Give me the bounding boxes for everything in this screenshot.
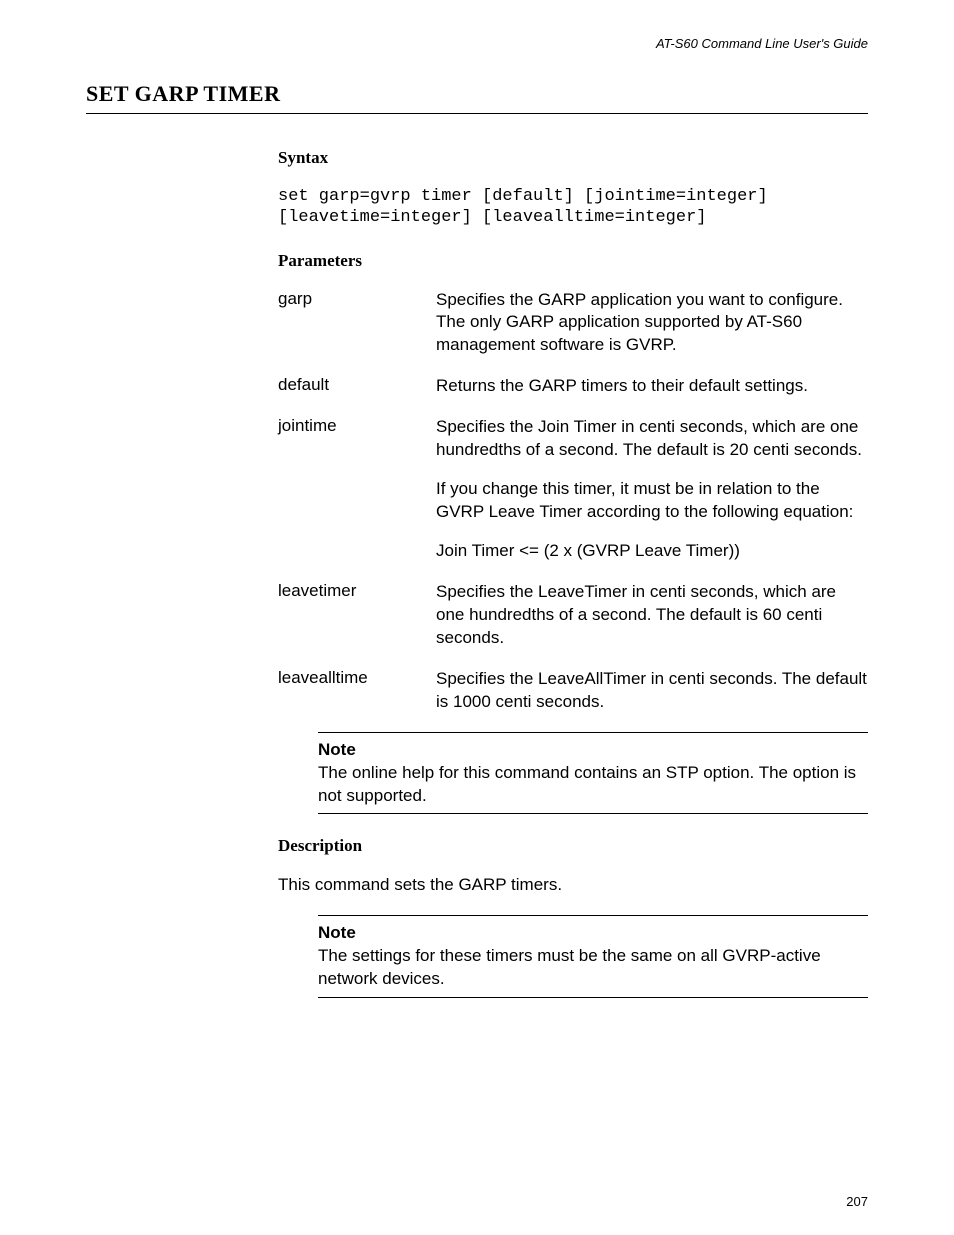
param-name: leavetimer: [278, 581, 436, 601]
param-desc: Specifies the LeaveAllTimer in centi sec…: [436, 668, 868, 714]
param-name: leavealltime: [278, 668, 436, 688]
page: AT-S60 Command Line User's Guide SET GAR…: [0, 0, 954, 1235]
syntax-code: set garp=gvrp timer [default] [jointime=…: [278, 186, 868, 229]
description-heading: Description: [278, 836, 868, 856]
note-block: Note The online help for this command co…: [318, 732, 868, 815]
param-paragraph: If you change this timer, it must be in …: [436, 478, 868, 524]
param-paragraph: Specifies the Join Timer in centi second…: [436, 416, 868, 462]
param-row: leavetimer Specifies the LeaveTimer in c…: [278, 581, 868, 650]
param-name: garp: [278, 289, 436, 309]
param-paragraph: Specifies the LeaveTimer in centi second…: [436, 581, 868, 650]
note-block: Note The settings for these timers must …: [318, 915, 868, 998]
syntax-heading: Syntax: [278, 148, 868, 168]
note-label: Note: [318, 740, 356, 759]
page-number: 207: [846, 1194, 868, 1209]
param-desc: Specifies the Join Timer in centi second…: [436, 416, 868, 563]
param-name: default: [278, 375, 436, 395]
note-text: The settings for these timers must be th…: [318, 946, 821, 988]
param-desc: Specifies the GARP application you want …: [436, 289, 868, 358]
param-row: default Returns the GARP timers to their…: [278, 375, 868, 398]
title-rule: [86, 113, 868, 114]
param-row: jointime Specifies the Join Timer in cen…: [278, 416, 868, 563]
param-name: jointime: [278, 416, 436, 436]
note-text: The online help for this command contain…: [318, 763, 856, 805]
param-desc: Returns the GARP timers to their default…: [436, 375, 868, 398]
param-paragraph: Returns the GARP timers to their default…: [436, 375, 868, 398]
content-block: Syntax set garp=gvrp timer [default] [jo…: [278, 148, 868, 998]
note-label: Note: [318, 923, 356, 942]
param-paragraph: Specifies the GARP application you want …: [436, 289, 868, 358]
param-paragraph: Specifies the LeaveAllTimer in centi sec…: [436, 668, 868, 714]
param-paragraph: Join Timer <= (2 x (GVRP Leave Timer)): [436, 540, 868, 563]
param-row: garp Specifies the GARP application you …: [278, 289, 868, 358]
param-desc: Specifies the LeaveTimer in centi second…: [436, 581, 868, 650]
description-body: This command sets the GARP timers.: [278, 874, 868, 897]
running-head: AT-S60 Command Line User's Guide: [86, 36, 868, 51]
param-row: leavealltime Specifies the LeaveAllTimer…: [278, 668, 868, 714]
section-title: SET GARP TIMER: [86, 81, 868, 107]
parameters-heading: Parameters: [278, 251, 868, 271]
parameters-list: garp Specifies the GARP application you …: [278, 289, 868, 714]
